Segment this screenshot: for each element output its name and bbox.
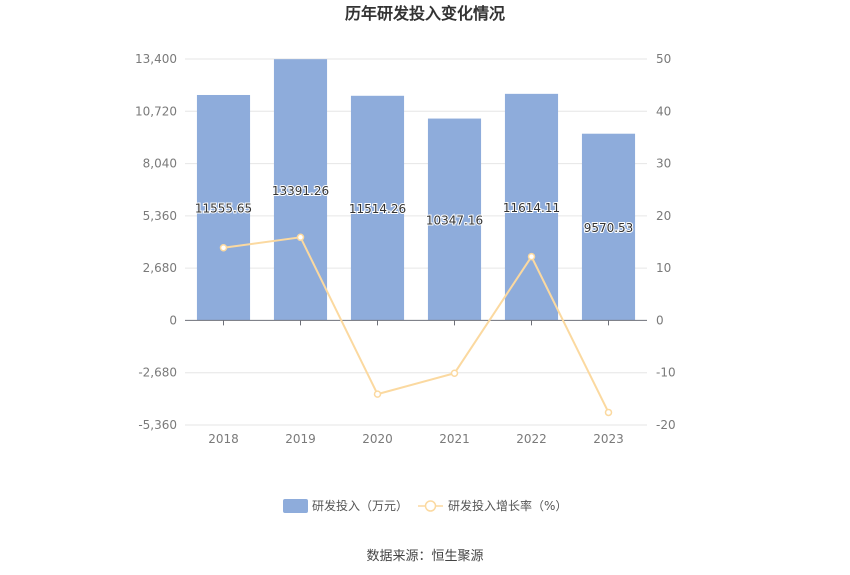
x-tick-label: 2022 — [516, 432, 547, 446]
bar-value-label: 11555.65 — [195, 202, 252, 216]
y-right-tick-label: 0 — [656, 313, 664, 327]
y-right-tick-label: 40 — [656, 104, 671, 118]
y-left-tick-label: -5,360 — [138, 418, 177, 432]
x-tick-label: 2019 — [285, 432, 316, 446]
axis-layer: 13,400 10,720 8,040 5,360 2,680 0 -2,680 -5,360… — [135, 52, 676, 446]
bar — [196, 94, 251, 321]
x-tick-label: 2023 — [593, 432, 624, 446]
y-right-tick-label: 30 — [656, 157, 671, 171]
bar — [427, 118, 482, 321]
line-layer — [219, 233, 613, 417]
growth-point — [527, 252, 536, 261]
y-left-tick-label: 10,720 — [135, 104, 177, 118]
bar — [273, 59, 328, 321]
legend-bar-label: 研发投入（万元） — [312, 498, 408, 513]
growth-line — [223, 236, 610, 413]
legend-bar-swatch — [283, 499, 308, 513]
growth-point — [373, 390, 382, 398]
x-tick-label: 2021 — [439, 432, 470, 446]
y-right-tick-label: 10 — [656, 261, 671, 275]
growth-point — [604, 408, 613, 417]
y-left-tick-label: 0 — [169, 313, 177, 327]
x-tick-label: 2020 — [362, 432, 393, 446]
legend-line-swatch-marker — [424, 500, 437, 512]
bar-value-label: 13391.26 — [272, 184, 329, 198]
y-right-tick-label: -10 — [656, 366, 676, 380]
grid-layer — [185, 58, 647, 426]
bar-value-label: 10347.16 — [426, 213, 483, 227]
y-left-tick-label: 2,680 — [143, 261, 177, 275]
y-right-tick-label: -20 — [656, 418, 676, 432]
y-left-tick-label: 13,400 — [135, 52, 177, 66]
y-right-tick-label: 20 — [656, 209, 671, 223]
legend-line-label: 研发投入增长率（%） — [448, 498, 567, 513]
bar-value-label: 11614.11 — [503, 201, 560, 215]
bar — [581, 133, 636, 321]
growth-point — [450, 369, 459, 377]
data-source: 数据来源：恒生聚源 — [366, 549, 483, 564]
bar — [350, 95, 405, 321]
y-right-tick-label: 50 — [656, 52, 671, 66]
bar-value-label: 11514.26 — [349, 202, 406, 216]
growth-point — [296, 233, 305, 242]
bar-value-label: 9570.53 — [584, 221, 634, 235]
chart-title: 历年研发投入变化情况 — [345, 4, 505, 23]
y-left-tick-label: -2,680 — [138, 366, 177, 380]
bars-layer — [196, 59, 636, 321]
x-tick-label: 2018 — [208, 432, 239, 446]
legend: 研发投入（万元） 研发投入增长率（%） — [283, 498, 567, 513]
growth-point — [219, 244, 228, 252]
y-left-tick-label: 8,040 — [143, 157, 177, 171]
y-left-tick-label: 5,360 — [143, 209, 177, 223]
bar-labels-layer: 11555.65 13391.26 11514.26 10347.16 11614.11… — [194, 183, 634, 236]
